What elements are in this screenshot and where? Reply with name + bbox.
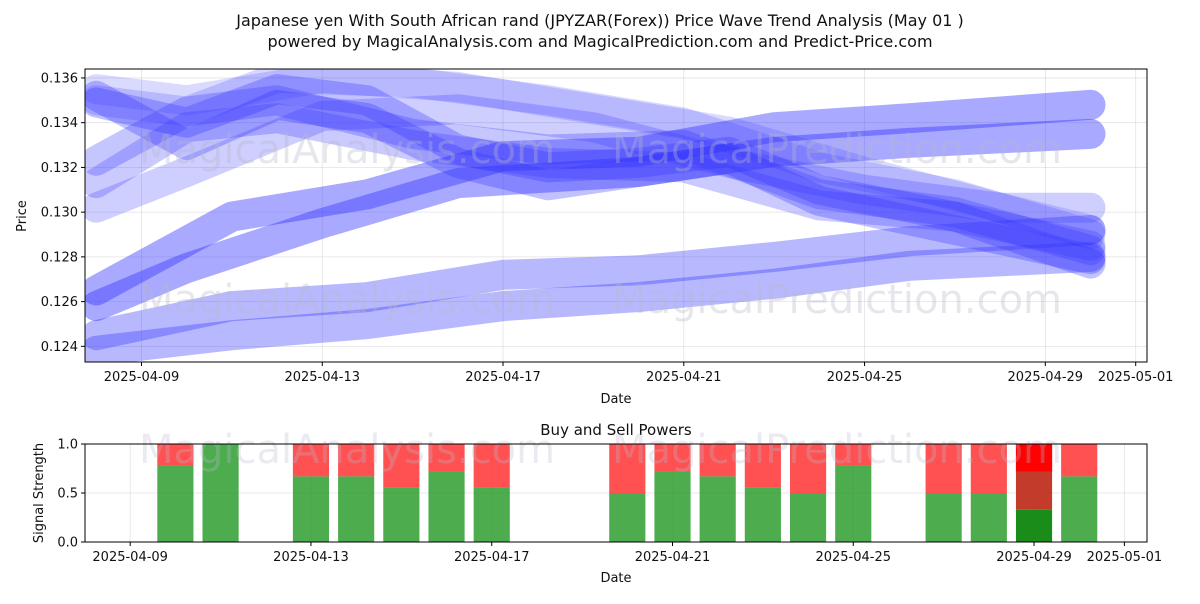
sell-power-bar bbox=[383, 444, 420, 488]
buy-power-bar bbox=[789, 493, 827, 542]
watermark-analysis: MagicalAnalysis.com bbox=[139, 127, 555, 173]
price-x-axis-label: Date bbox=[600, 392, 631, 407]
buy-power-bar bbox=[338, 476, 375, 542]
price-y-tick-label: 0.134 bbox=[41, 116, 78, 131]
signal-y-tick-label: 0.0 bbox=[57, 536, 78, 551]
sell-power-bar bbox=[157, 444, 194, 466]
sell-power-bar bbox=[925, 444, 962, 493]
buy-power-bar bbox=[970, 493, 1007, 542]
price-x-tick-label: 2025-04-25 bbox=[827, 370, 903, 385]
buy-power-bar bbox=[609, 493, 646, 542]
signal-x-tick-label: 2025-04-13 bbox=[273, 550, 349, 565]
buy-power-bar bbox=[654, 471, 691, 542]
chart-subtitle: powered by MagicalAnalysis.com and Magic… bbox=[267, 32, 932, 51]
price-wave-line bbox=[85, 89, 1106, 306]
sell-power-bar bbox=[744, 444, 781, 488]
signal-y-tick-label: 1.0 bbox=[57, 438, 78, 453]
price-wave-line bbox=[85, 103, 1106, 261]
buy-power-bar bbox=[835, 465, 872, 542]
price-wave-line bbox=[85, 85, 1106, 266]
buy-power-bar bbox=[1015, 509, 1053, 542]
signal-x-tick-label: 2025-04-21 bbox=[635, 550, 711, 565]
price-watermarks: MagicalAnalysis.com MagicalPrediction.co… bbox=[139, 127, 1062, 323]
price-y-tick-label: 0.128 bbox=[41, 250, 78, 265]
price-x-tick-label: 2025-04-21 bbox=[646, 370, 722, 385]
price-wave-line bbox=[85, 69, 1106, 250]
price-y-axis-label: Price bbox=[15, 200, 30, 232]
sell-power-bar bbox=[338, 444, 375, 477]
price-x-tick-label: 2025-05-01 bbox=[1098, 370, 1174, 385]
signal-bars bbox=[157, 444, 1098, 542]
signal-watermarks: MagicalAnalysis.com MagicalPrediction.co… bbox=[139, 427, 1062, 473]
price-plot-frame bbox=[84, 68, 1148, 363]
sell-power-bar-peak bbox=[1015, 444, 1053, 472]
buy-power-bar bbox=[744, 487, 781, 542]
sell-power-bar bbox=[789, 444, 827, 493]
signal-x-tick-label: 2025-04-17 bbox=[454, 550, 530, 565]
signal-y-axis: 0.0 0.5 1.0 bbox=[57, 438, 85, 551]
price-wave-line bbox=[85, 118, 1106, 322]
price-x-tick-label: 2025-04-09 bbox=[104, 370, 180, 385]
buy-power-bar bbox=[157, 465, 194, 542]
signal-x-axis-label: Date bbox=[600, 571, 631, 586]
buy-power-bar bbox=[428, 471, 465, 542]
signal-x-axis: 2025-04-09 2025-04-13 2025-04-17 2025-04-21… bbox=[92, 542, 1162, 565]
price-x-tick-label: 2025-04-13 bbox=[284, 370, 360, 385]
price-y-axis: 0.124 0.126 0.128 0.130 0.132 0.134 0.136 bbox=[41, 71, 85, 355]
buy-power-bar bbox=[292, 476, 330, 542]
price-y-tick-label: 0.132 bbox=[41, 161, 78, 176]
buy-power-bar bbox=[925, 493, 962, 542]
price-y-tick-label: 0.124 bbox=[41, 340, 78, 355]
sell-power-bar bbox=[428, 444, 465, 472]
watermark-analysis: MagicalAnalysis.com bbox=[139, 277, 555, 323]
signal-y-axis-label: Signal Strength bbox=[32, 443, 47, 543]
signal-y-tick-label: 0.5 bbox=[57, 487, 78, 502]
buy-power-bar bbox=[1061, 476, 1098, 542]
buy-power-bar bbox=[473, 487, 510, 542]
price-y-tick-label: 0.126 bbox=[41, 295, 78, 310]
sell-power-bar bbox=[473, 444, 510, 488]
signal-chart-title: Buy and Sell Powers bbox=[540, 421, 692, 439]
watermark-prediction: MagicalPrediction.com bbox=[612, 127, 1062, 173]
sell-power-bar bbox=[835, 444, 872, 466]
price-wave-line bbox=[85, 94, 1106, 223]
price-x-tick-label: 2025-04-17 bbox=[465, 370, 541, 385]
signal-x-tick-label: 2025-04-25 bbox=[815, 550, 891, 565]
watermark-prediction: MagicalPrediction.com bbox=[612, 427, 1062, 473]
price-y-tick-label: 0.130 bbox=[41, 206, 78, 221]
price-wave-line bbox=[85, 74, 1106, 279]
sell-power-bar bbox=[609, 444, 646, 493]
sell-power-bar bbox=[699, 444, 736, 477]
price-wave-line bbox=[85, 215, 1106, 351]
watermark-prediction: MagicalPrediction.com bbox=[612, 277, 1062, 323]
price-wave-line bbox=[85, 69, 1106, 245]
signal-x-tick-label: 2025-04-29 bbox=[996, 550, 1072, 565]
buy-power-bar bbox=[699, 476, 736, 542]
price-grid bbox=[85, 69, 1147, 362]
buy-power-bar bbox=[383, 487, 420, 542]
price-wave-line bbox=[85, 241, 1106, 362]
price-x-tick-label: 2025-04-29 bbox=[1008, 370, 1084, 385]
price-wave-series bbox=[85, 69, 1106, 362]
price-wave-line bbox=[85, 80, 1106, 275]
sell-power-bar bbox=[1061, 444, 1098, 477]
sell-power-bar bbox=[654, 444, 691, 472]
price-x-axis: 2025-04-09 2025-04-13 2025-04-17 2025-04-21… bbox=[104, 362, 1174, 385]
signal-x-tick-label: 2025-04-09 bbox=[92, 550, 168, 565]
sell-power-bar bbox=[970, 444, 1007, 493]
chart-title: Japanese yen With South African rand (JP… bbox=[235, 11, 964, 30]
buy-power-bar bbox=[202, 444, 239, 542]
watermark-analysis: MagicalAnalysis.com bbox=[139, 427, 555, 473]
sell-power-bar bbox=[292, 444, 330, 477]
price-y-tick-label: 0.136 bbox=[41, 71, 78, 86]
signal-x-tick-label: 2025-05-01 bbox=[1087, 550, 1163, 565]
